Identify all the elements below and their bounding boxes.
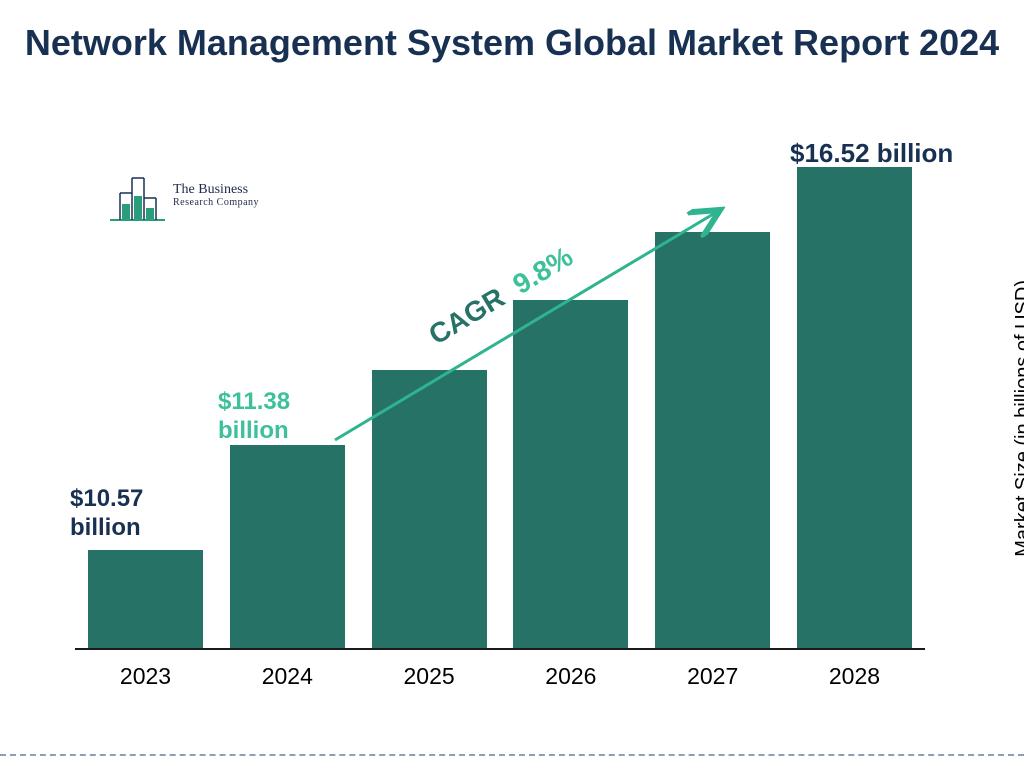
bar-2024 bbox=[225, 445, 350, 650]
bar-2027 bbox=[650, 232, 775, 650]
value-label-2024: $11.38 billion bbox=[218, 388, 338, 446]
y-axis-title: Market Size (in billions of USD) bbox=[1012, 280, 1024, 557]
chart-title: Network Management System Global Market … bbox=[0, 20, 1024, 65]
xlabel-2026: 2026 bbox=[508, 663, 633, 690]
x-axis-labels: 2023 2024 2025 2026 2027 2028 bbox=[75, 663, 925, 690]
bar-2028 bbox=[792, 167, 917, 650]
bar-2025 bbox=[367, 370, 492, 650]
xlabel-2023: 2023 bbox=[83, 663, 208, 690]
xlabel-2024: 2024 bbox=[225, 663, 350, 690]
xlabel-2025: 2025 bbox=[367, 663, 492, 690]
bar-2026 bbox=[508, 300, 633, 650]
xlabel-2027: 2027 bbox=[650, 663, 775, 690]
chart-container: Network Management System Global Market … bbox=[0, 0, 1024, 768]
value-label-2028: $16.52 billion bbox=[790, 138, 990, 169]
footer-divider bbox=[0, 754, 1024, 756]
bar-2023 bbox=[83, 550, 208, 650]
x-axis-line bbox=[75, 648, 925, 650]
bars-group bbox=[75, 160, 925, 650]
xlabel-2028: 2028 bbox=[792, 663, 917, 690]
value-label-2023: $10.57 billion bbox=[70, 485, 190, 543]
bar-chart: 2023 2024 2025 2026 2027 2028 bbox=[75, 160, 925, 690]
